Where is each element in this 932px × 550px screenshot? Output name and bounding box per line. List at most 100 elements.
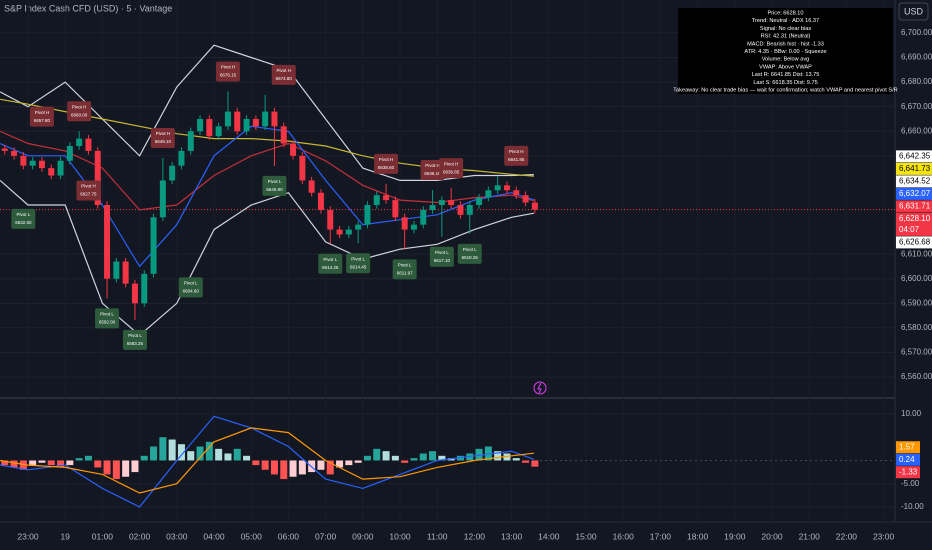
pivot-label: Pivot H 6636.10 — [420, 160, 445, 181]
histogram-bar — [512, 458, 520, 461]
pivot-box — [76, 180, 101, 201]
histogram-bar — [336, 460, 344, 468]
indicator-line — [0, 415, 535, 508]
x-tick-label: 23:00 — [873, 531, 895, 541]
y-tick-label: 6,560.00 — [901, 372, 932, 381]
pivot-value: 6614.45 — [350, 264, 367, 269]
pivot-label: Pivot H 6638.60 — [374, 153, 399, 174]
pivot-label: Pivot H 6641.85 — [504, 145, 529, 166]
candle-body — [429, 204, 436, 210]
x-tick-label: 05:00 — [241, 531, 263, 541]
histogram-bar — [419, 453, 427, 461]
pivot-box — [67, 101, 92, 122]
price-tag — [896, 200, 932, 213]
y-tick-label: 6,610.00 — [901, 249, 932, 258]
price-tag — [896, 150, 932, 163]
candle-body — [299, 155, 306, 181]
histogram-bar — [84, 455, 92, 461]
x-tick-label: 19 — [60, 531, 70, 541]
pivot-value: 6583.25 — [127, 341, 144, 346]
candle-body — [187, 131, 194, 151]
marks-layer — [0, 44, 539, 508]
x-tick-label: 18:00 — [687, 531, 709, 541]
y-tick-label: 6,660.00 — [901, 126, 932, 135]
info-line: Takeaway: No clear trade bias — wait for… — [673, 87, 897, 93]
candle-body — [420, 209, 427, 225]
info-line: RSI: 42.31 (Neutral) — [761, 34, 811, 40]
histogram-bar — [19, 460, 27, 470]
currency-button[interactable] — [898, 2, 929, 21]
price-tag-label: 6,642.35 — [899, 151, 931, 160]
macd-tag-label: -1.33 — [899, 467, 918, 476]
histogram-bar — [382, 451, 390, 461]
candle-body — [345, 229, 352, 235]
histogram-bar — [289, 460, 297, 477]
pivot-kind: Pivot L — [435, 250, 449, 255]
histogram-bar — [410, 458, 418, 461]
candle-body — [57, 160, 64, 176]
histogram-bar — [29, 460, 37, 466]
candle-body — [234, 111, 241, 132]
pivot-label: Pivot H 6627.75 — [76, 180, 101, 201]
currency-label[interactable]: USD — [904, 6, 924, 16]
histogram-bar — [215, 448, 223, 461]
x-tick-label: 04:00 — [203, 531, 225, 541]
candle-body — [531, 202, 538, 210]
y-tick-label: 6,680.00 — [901, 77, 932, 86]
histogram-bar — [317, 460, 325, 470]
pivot-kind: Pivot H — [379, 157, 394, 162]
x-tick-label: 22:00 — [836, 531, 858, 541]
pivot-label: Pivot L 6617.10 — [429, 246, 454, 267]
pivot-box — [392, 259, 417, 280]
info-line: MACD: Bearish hist · hist -1.33 — [747, 41, 824, 47]
x-tick-label: 14:00 — [538, 531, 560, 541]
pivot-value: 6636.85 — [443, 169, 460, 174]
candle-body — [94, 150, 101, 205]
price-tag — [896, 187, 932, 200]
pivot-kind: Pivot H — [81, 184, 96, 189]
pivot-box — [346, 253, 371, 274]
pivot-kind: Pivot L — [128, 333, 142, 338]
pivot-value: 6604.60 — [183, 289, 200, 294]
pivot-box — [504, 145, 529, 166]
price-tag-label: 6,628.10 — [899, 214, 931, 223]
histogram-bar — [494, 451, 502, 461]
info-box-bg — [678, 8, 893, 94]
candle-body — [215, 126, 222, 137]
pivot-value: 6614.25 — [322, 265, 339, 270]
price-countdown: 04:07 — [899, 225, 920, 234]
price-tag-label: 6,631.71 — [899, 201, 931, 210]
candle-body — [513, 190, 520, 196]
price-tag-label: 6,641.73 — [899, 164, 931, 173]
y-tick-label: 6,700.00 — [901, 28, 932, 37]
indicator-line — [0, 179, 535, 337]
pivot-kind: Pivot H — [276, 68, 291, 73]
candle-body — [113, 261, 120, 279]
histogram-bar — [243, 455, 251, 461]
pivot-kind: Pivot H — [156, 131, 171, 136]
candle-body — [29, 160, 36, 166]
pivot-label: Pivot H 6660.00 — [67, 101, 92, 122]
x-tick-label: 06:00 — [278, 531, 300, 541]
candle-body — [76, 138, 83, 147]
price-tag — [896, 212, 932, 236]
info-line: VWAP: Above VWAP — [759, 64, 812, 70]
pivot-label: Pivot H 6649.10 — [150, 128, 175, 149]
pivot-box — [178, 277, 203, 298]
candle-body — [20, 155, 27, 166]
pivot-label: Pivot L 6614.25 — [318, 253, 343, 274]
candle-body — [224, 111, 231, 127]
pivot-box — [95, 308, 120, 329]
x-tick-label: 19:00 — [724, 531, 746, 541]
candle-body — [290, 143, 297, 156]
histogram-bar — [10, 460, 18, 468]
candle-body — [476, 197, 483, 205]
candle-body — [438, 200, 445, 205]
histogram-bar — [326, 460, 334, 475]
pivot-value: 6627.75 — [80, 192, 97, 197]
histogram-bar — [354, 460, 362, 463]
pivot-kind: Pivot H — [72, 104, 87, 109]
x-tick-label: 09:00 — [352, 531, 374, 541]
pivot-kind: Pivot L — [16, 212, 30, 217]
